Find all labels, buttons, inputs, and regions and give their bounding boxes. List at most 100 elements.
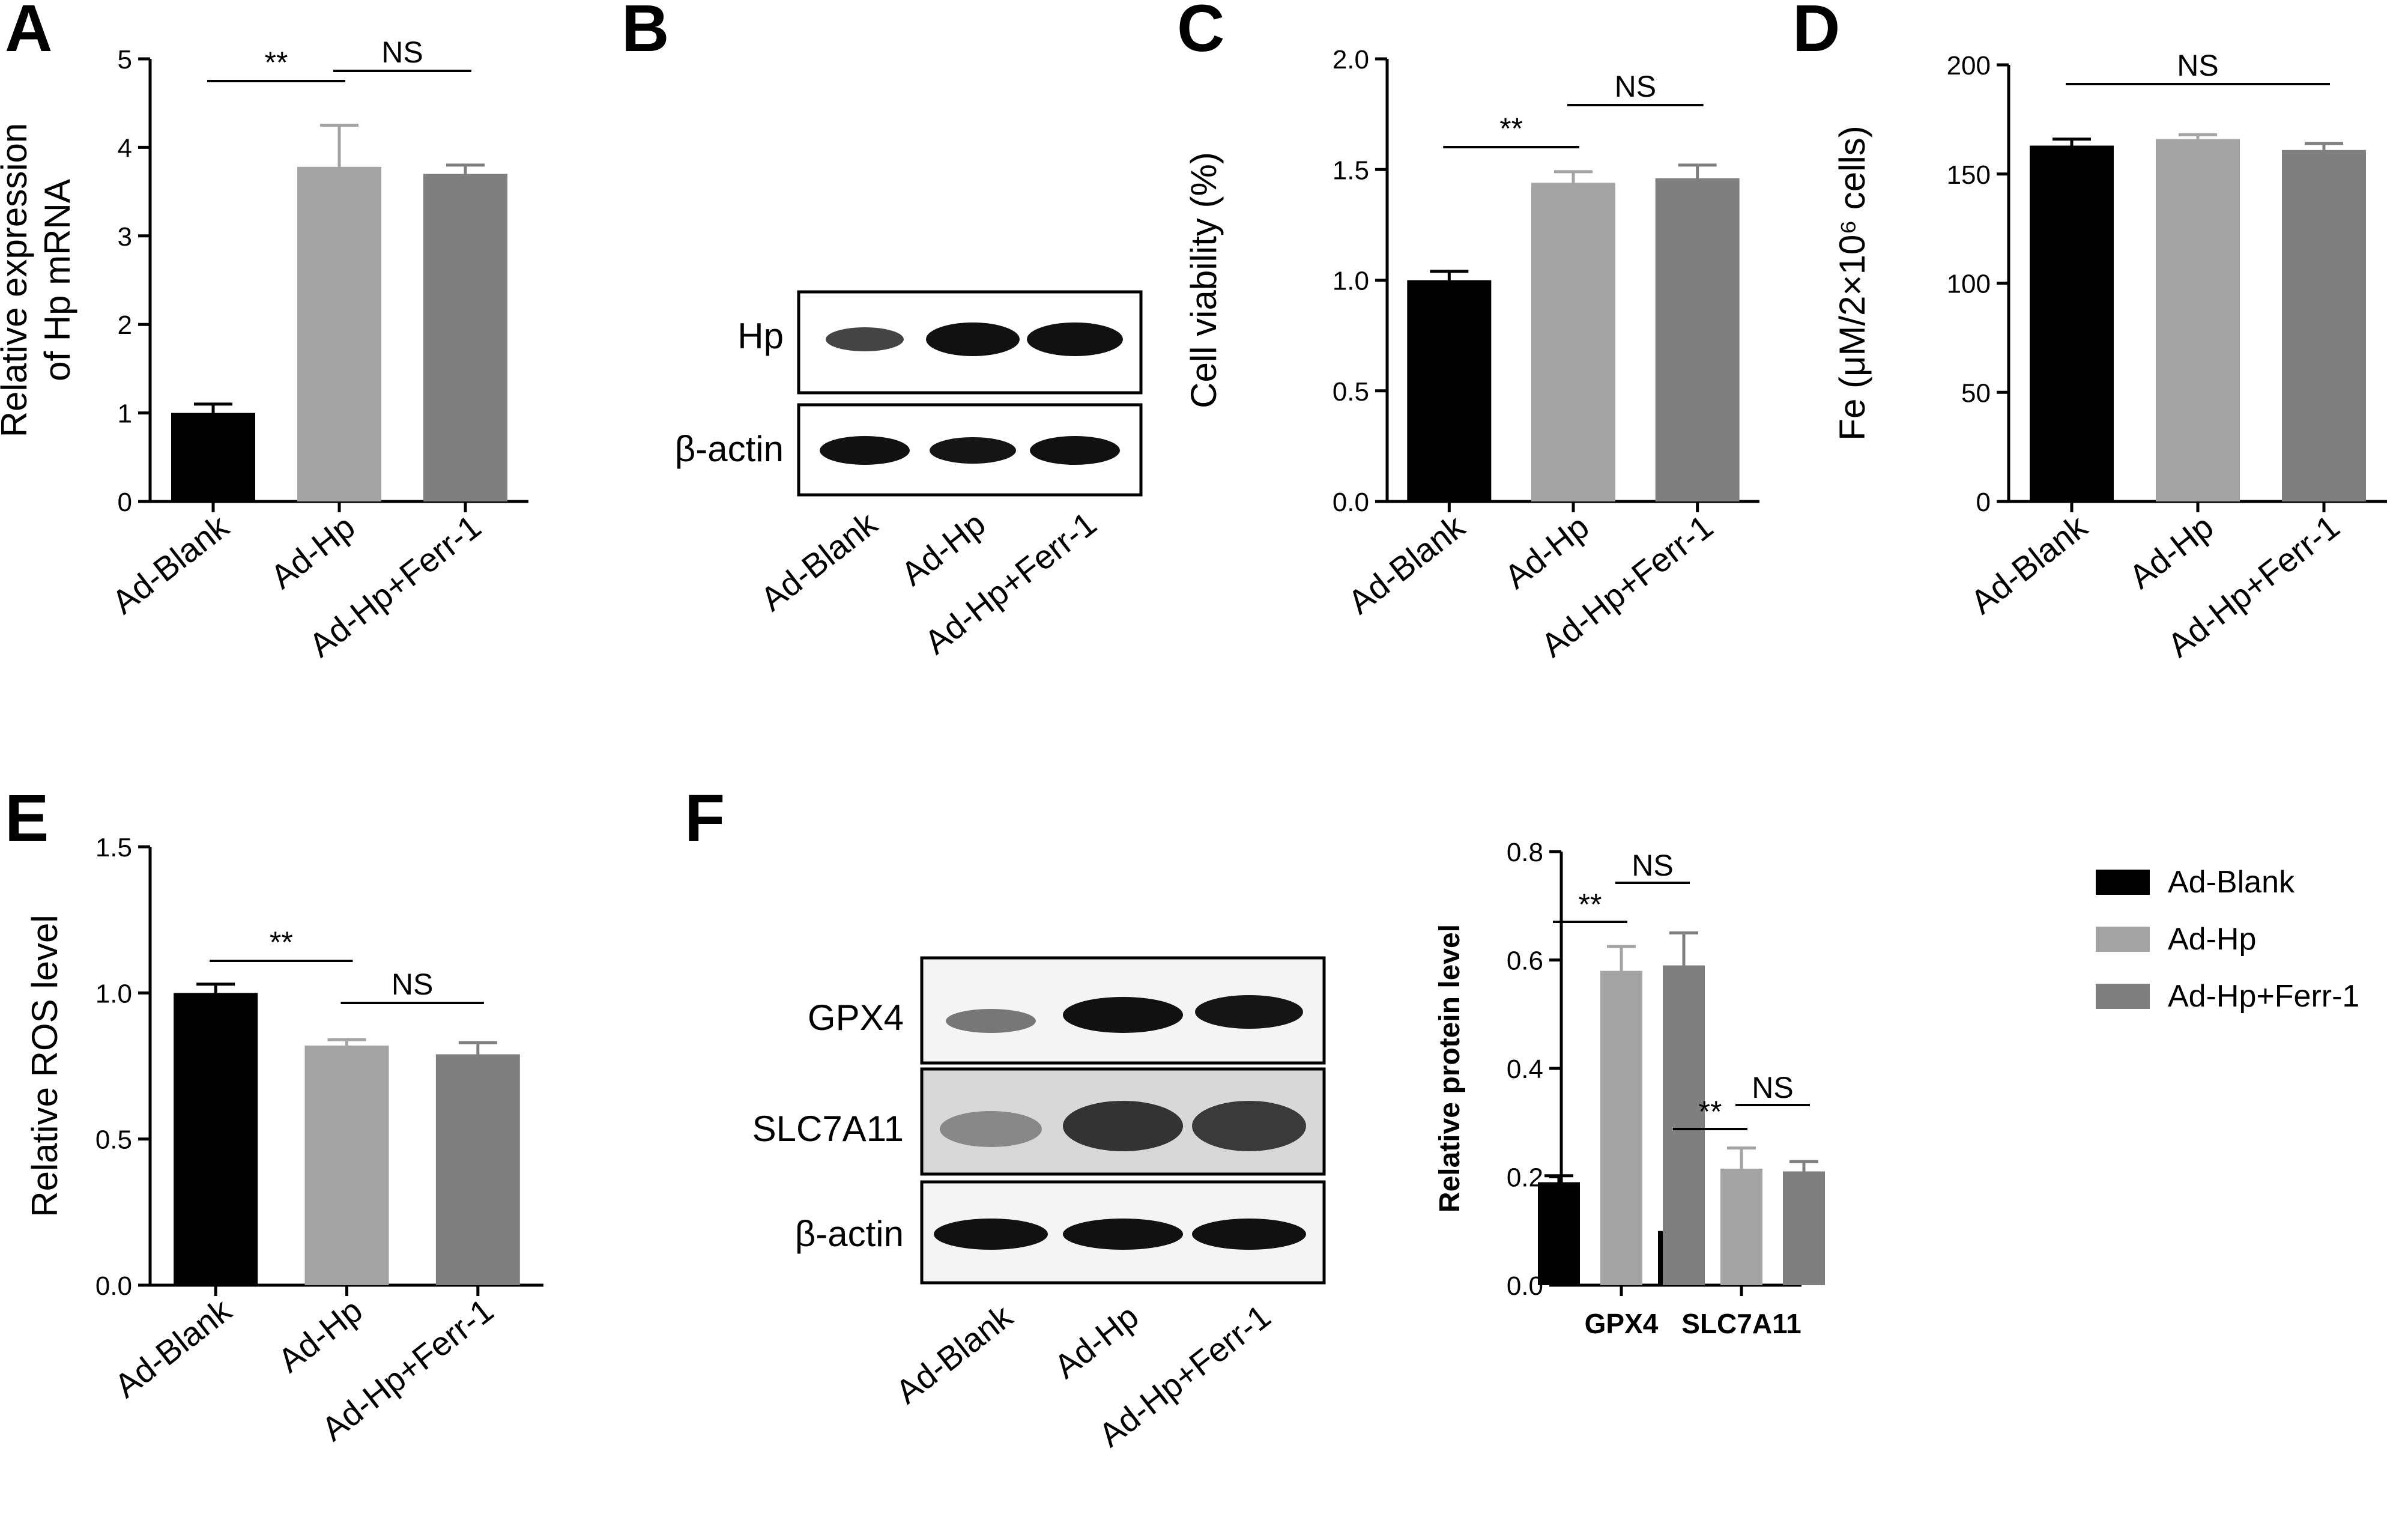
band <box>934 1219 1048 1250</box>
significance-label: NS <box>1752 1071 1793 1104</box>
significance-label: NS <box>2177 49 2218 82</box>
chart-e: 0.0 0.5 1.0 1.5 Relative ROS level Ad-Blank Ad… <box>25 833 543 1448</box>
band <box>926 322 1020 356</box>
y-tick-label: 0.5 <box>95 1125 132 1155</box>
significance-label: ** <box>1699 1095 1722 1128</box>
chart-c: 0.0 0.5 1.0 1.5 2.0 Cell viability (%) Ad-Blan… <box>1184 45 1759 664</box>
bar <box>1538 1182 1580 1285</box>
blot-f-lane-label: Ad-Blank <box>889 1297 1020 1411</box>
blot-b-row-label: Hp <box>737 316 784 356</box>
x-tick-label: SLC7A11 <box>1681 1308 1801 1339</box>
y-tick-label: 1.5 <box>95 833 132 862</box>
y-tick-label: 0 <box>118 488 132 517</box>
band <box>1063 997 1183 1033</box>
bar <box>1600 970 1642 1285</box>
blot-f-lane-label: Ad-Hp <box>1047 1297 1146 1385</box>
y-tick-label: 0.5 <box>1333 377 1369 407</box>
blot-b-row-label: β-actin <box>675 429 784 469</box>
legend-swatch <box>2096 870 2150 895</box>
bar <box>2282 150 2366 501</box>
bar <box>1531 183 1615 501</box>
panel-label-b: B <box>622 0 669 65</box>
legend-swatch <box>2096 927 2150 952</box>
band <box>826 327 904 351</box>
band <box>1063 1219 1183 1250</box>
y-tick-label: 0.0 <box>1507 1271 1543 1301</box>
y-tick-label: 200 <box>1947 51 1991 80</box>
y-axis-label: Cell viability (%) <box>1184 152 1224 408</box>
y-tick-label: 1.0 <box>95 979 132 1008</box>
panel-label-a: A <box>5 0 52 65</box>
chart-d: 0 50 100 150 200 Fe (μM/2×10⁶ cells) Ad-Blank A… <box>1832 49 2387 664</box>
western-blot-f: GPX4 SLC7A11 β-actin Ad-Blank Ad-Hp Ad-H… <box>752 956 1326 1454</box>
blot-f-row-label: SLC7A11 <box>752 1109 904 1149</box>
western-blot-b: Hp β-actin Ad-Blank Ad-Hp Ad-Hp+Ferr-1 <box>675 290 1143 661</box>
panel-label-d: D <box>1792 0 1840 65</box>
bar <box>297 166 381 501</box>
y-tick-label: 2.0 <box>1333 45 1369 74</box>
band <box>1192 1101 1306 1151</box>
y-axis-label: of Hp mRNA <box>37 179 77 381</box>
blot-f-row-label: GPX4 <box>808 998 904 1038</box>
significance-label: NS <box>381 35 423 69</box>
y-tick-label: 150 <box>1947 160 1991 190</box>
significance-label: NS <box>1632 849 1673 882</box>
y-tick-label: 0.6 <box>1507 946 1543 976</box>
chart-f: 0.0 0.2 0.4 0.6 0.8 Relative protein level GPX… <box>1434 838 2359 1339</box>
y-tick-label: 5 <box>118 45 132 74</box>
legend-label: Ad-Hp <box>2168 922 2256 957</box>
y-tick-label: 0.8 <box>1507 838 1543 867</box>
significance-label: NS <box>392 967 433 1001</box>
y-tick-label: 2 <box>118 310 132 340</box>
legend-label: Ad-Hp+Ferr-1 <box>2168 979 2359 1014</box>
band <box>1195 995 1303 1029</box>
y-axis-label: Relative ROS level <box>25 915 65 1217</box>
x-tick-label: Ad-Blank <box>1964 507 2095 621</box>
blot-b-lane-label: Ad-Hp <box>894 504 993 593</box>
y-tick-label: 0.0 <box>1333 488 1369 517</box>
x-tick-label: Ad-Hp <box>271 1291 369 1379</box>
legend-swatch <box>2096 984 2150 1009</box>
band <box>820 436 910 465</box>
x-tick-label: Ad-Blank <box>1341 507 1472 621</box>
x-tick-label: Ad-Blank <box>105 507 237 621</box>
band <box>1030 436 1120 465</box>
y-axis-label: Relative protein level <box>1434 924 1466 1213</box>
bar <box>1407 280 1492 501</box>
legend: Ad-Blank Ad-Hp Ad-Hp+Ferr-1 <box>2096 865 2359 1014</box>
significance-label: ** <box>1499 112 1523 145</box>
y-tick-label: 0.4 <box>1507 1055 1543 1084</box>
band <box>946 1009 1036 1033</box>
band <box>1063 1101 1183 1151</box>
x-tick-label: Ad-Hp <box>1498 507 1596 596</box>
y-tick-label: 100 <box>1947 270 1991 299</box>
bar <box>1655 178 1740 501</box>
y-tick-label: 1.5 <box>1333 156 1369 185</box>
bar <box>1720 1168 1762 1285</box>
legend-label: Ad-Blank <box>2168 865 2295 900</box>
y-axis-label: Relative expression <box>0 123 34 438</box>
bar <box>2156 139 2240 502</box>
blot-b-lane-label: Ad-Blank <box>754 504 885 618</box>
y-tick-label: 3 <box>118 222 132 252</box>
x-tick-label: GPX4 <box>1585 1308 1659 1339</box>
bar <box>423 174 507 501</box>
bar <box>2030 145 2114 501</box>
panel-label-e: E <box>5 781 49 855</box>
bar <box>171 413 255 501</box>
significance-label: ** <box>270 925 293 959</box>
significance-label: ** <box>265 46 288 79</box>
chart-a: 0 1 2 3 4 5 Relative expression of Hp mRNA Ad-Bl… <box>0 35 528 664</box>
bar <box>174 993 258 1285</box>
band <box>930 437 1016 464</box>
band <box>1027 322 1123 356</box>
bar <box>435 1054 520 1285</box>
x-tick-label: Ad-Hp <box>2122 507 2221 596</box>
x-tick-label: Ad-Blank <box>107 1291 239 1405</box>
y-tick-label: 1 <box>118 399 132 429</box>
x-tick-label: Ad-Hp <box>264 507 362 596</box>
bar <box>304 1045 389 1285</box>
panel-label-f: F <box>685 781 725 855</box>
bar <box>1783 1171 1825 1285</box>
